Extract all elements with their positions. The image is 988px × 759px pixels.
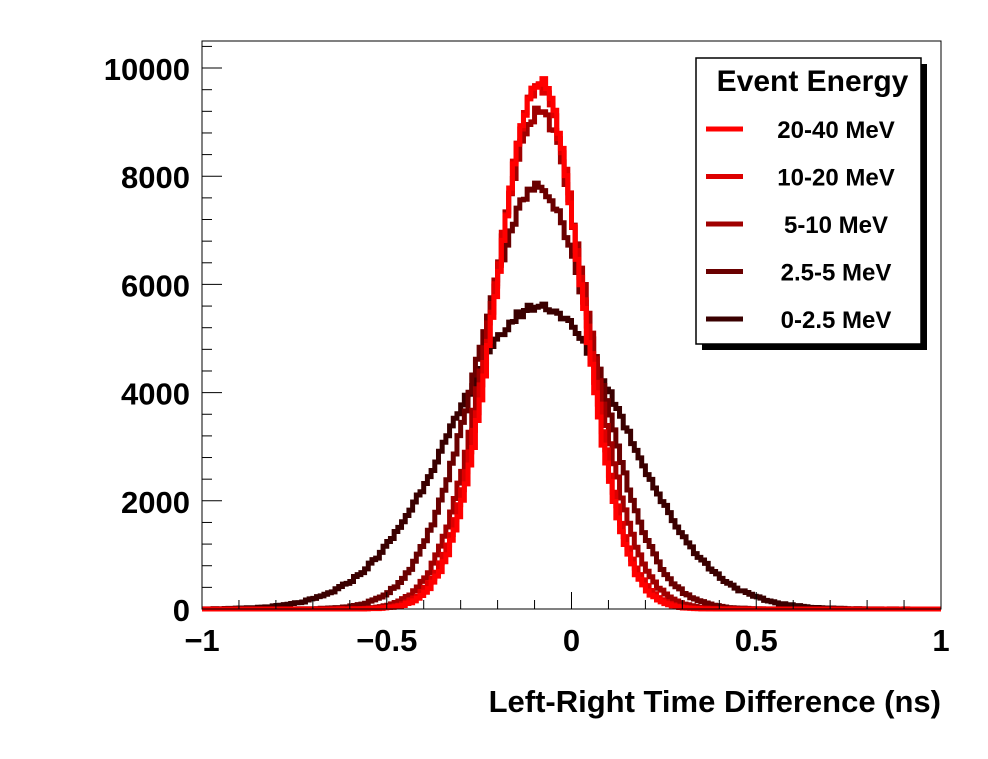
y-tick-label: 2000 — [121, 485, 190, 520]
axis-layer: 0 2000 4000 6000 8000 10000 −1 −0.5 0 0.5 1 — [104, 45, 950, 658]
legend-box — [695, 57, 922, 345]
legend-label: 0-2.5 MeV — [781, 307, 892, 334]
y-tick-label: 0 — [173, 593, 190, 628]
y-tick-label: 8000 — [121, 160, 190, 195]
legend-label: 2.5-5 MeV — [781, 260, 892, 287]
x-tick-label: 1 — [932, 623, 949, 658]
x-tick-label: 0 — [563, 623, 580, 658]
x-tick-label: −1 — [184, 623, 219, 658]
x-axis-title: Left-Right Time Difference (ns) — [489, 684, 941, 719]
legend-label: 5-10 MeV — [784, 212, 888, 239]
x-tick-label: −0.5 — [356, 623, 417, 658]
legend: Event Energy 20-40 MeV 10-20 MeV 5-10 MeV 2.… — [695, 57, 927, 350]
y-tick-label: 10000 — [104, 52, 190, 87]
legend-title: Event Energy — [717, 65, 909, 98]
legend-label: 20-40 MeV — [777, 117, 894, 144]
y-tick-label: 4000 — [121, 377, 190, 412]
x-tick-label: 0.5 — [735, 623, 778, 658]
y-tick-label: 6000 — [121, 268, 190, 303]
legend-label: 10-20 MeV — [777, 165, 894, 192]
